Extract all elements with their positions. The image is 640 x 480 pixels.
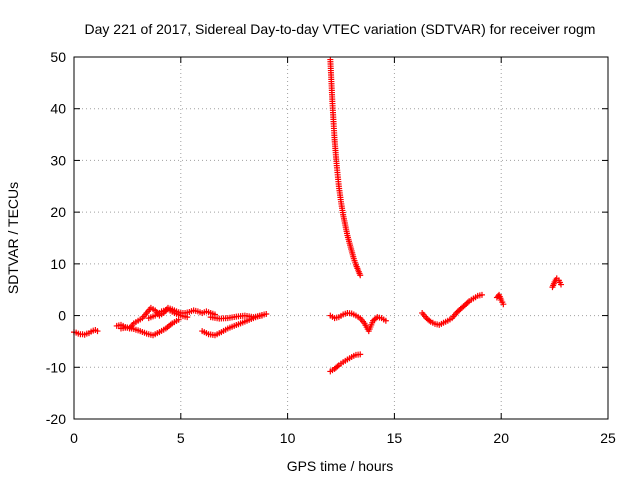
- data-point: [382, 317, 389, 324]
- y-axis-label: SDTVAR / TECUs: [5, 182, 21, 294]
- tick-labels: 0 5 10 15 20 25 -20 -10 0 10 20 30 40 50: [46, 49, 616, 446]
- data-point: [258, 312, 265, 319]
- series-arc-i: [327, 309, 389, 335]
- data-point: [184, 314, 191, 321]
- plot-frame: [73, 56, 609, 420]
- x-tick-label: 25: [600, 430, 616, 446]
- data-point: [263, 311, 270, 318]
- x-tick-label: 0: [70, 430, 78, 446]
- x-tick-label: 15: [387, 430, 403, 446]
- data-point: [500, 301, 507, 308]
- y-tick-label: 50: [50, 49, 66, 65]
- y-tick-label: 30: [50, 152, 66, 168]
- series-arc-h: [327, 351, 364, 375]
- axis-ticks: [73, 56, 609, 420]
- grid: [74, 57, 608, 419]
- y-tick-label: -10: [46, 359, 66, 375]
- y-tick-label: 20: [50, 204, 66, 220]
- data-point: [357, 351, 364, 358]
- y-tick-label: 0: [58, 308, 66, 324]
- x-tick-label: 10: [280, 430, 296, 446]
- data-point: [454, 308, 461, 315]
- series-arc-c: [117, 316, 182, 339]
- chart-title: Day 221 of 2017, Sidereal Day-to-day VTE…: [85, 21, 596, 37]
- data-point: [357, 272, 364, 279]
- series-arc-l: [549, 275, 565, 291]
- data-point: [94, 328, 101, 335]
- y-tick-label: 10: [50, 256, 66, 272]
- series-arc-g: [327, 56, 364, 279]
- series-arc-j: [419, 291, 485, 328]
- data-point: [478, 291, 485, 298]
- x-axis-label: GPS time / hours: [287, 458, 394, 474]
- x-tick-label: 20: [493, 430, 509, 446]
- series-arc-d: [145, 306, 191, 322]
- series-arc-f: [207, 312, 265, 322]
- x-tick-label: 5: [177, 430, 185, 446]
- y-tick-label: -20: [46, 411, 66, 427]
- series-arc-k: [493, 291, 507, 308]
- y-tick-label: 40: [50, 101, 66, 117]
- series-arc-a: [71, 327, 101, 338]
- data-series: [71, 56, 565, 375]
- data-point: [558, 281, 565, 288]
